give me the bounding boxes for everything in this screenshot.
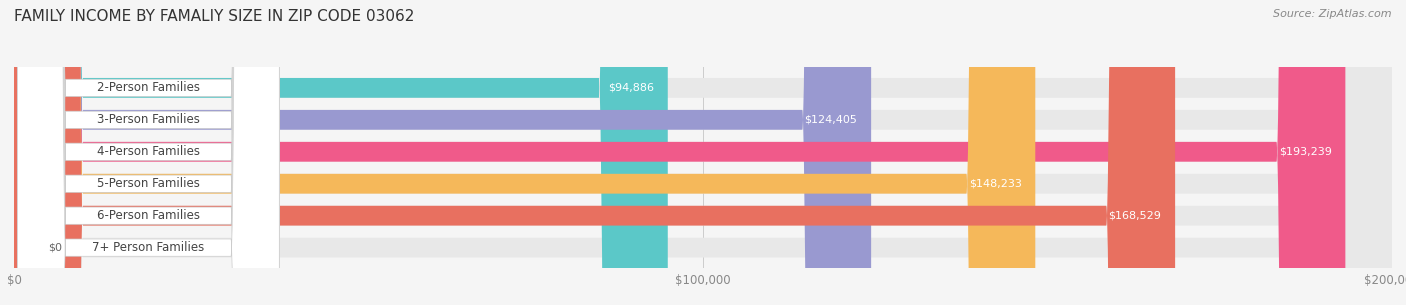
FancyBboxPatch shape [14,0,1392,305]
Text: 2-Person Families: 2-Person Families [97,81,200,94]
Text: $168,529: $168,529 [1108,211,1161,221]
Text: 6-Person Families: 6-Person Families [97,209,200,222]
Text: Source: ZipAtlas.com: Source: ZipAtlas.com [1274,9,1392,19]
FancyBboxPatch shape [14,0,1392,305]
FancyBboxPatch shape [14,0,1035,305]
Text: 4-Person Families: 4-Person Families [97,145,200,158]
FancyBboxPatch shape [14,0,872,305]
FancyBboxPatch shape [17,0,280,305]
Text: $0: $0 [48,243,62,253]
Text: 7+ Person Families: 7+ Person Families [93,241,204,254]
Text: $193,239: $193,239 [1278,147,1331,157]
FancyBboxPatch shape [14,0,1392,305]
FancyBboxPatch shape [14,0,1175,305]
FancyBboxPatch shape [17,0,280,305]
FancyBboxPatch shape [17,0,280,305]
FancyBboxPatch shape [14,0,1392,305]
FancyBboxPatch shape [14,0,1346,305]
Text: $94,886: $94,886 [607,83,654,93]
FancyBboxPatch shape [14,0,1392,305]
Text: 3-Person Families: 3-Person Families [97,113,200,126]
FancyBboxPatch shape [14,0,668,305]
Text: FAMILY INCOME BY FAMALIY SIZE IN ZIP CODE 03062: FAMILY INCOME BY FAMALIY SIZE IN ZIP COD… [14,9,415,24]
Text: 5-Person Families: 5-Person Families [97,177,200,190]
FancyBboxPatch shape [17,0,280,305]
Text: $148,233: $148,233 [969,179,1022,189]
FancyBboxPatch shape [17,0,280,305]
FancyBboxPatch shape [14,0,1392,305]
FancyBboxPatch shape [17,0,280,305]
Text: $124,405: $124,405 [804,115,858,125]
